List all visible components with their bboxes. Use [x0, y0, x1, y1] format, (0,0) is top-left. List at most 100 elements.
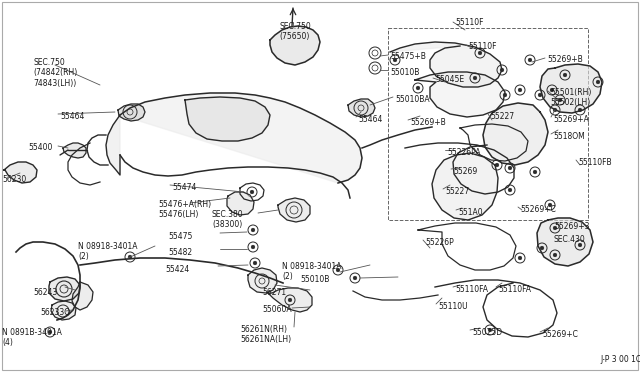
Text: 55025D: 55025D — [472, 328, 502, 337]
Polygon shape — [106, 115, 120, 175]
Bar — [388, 28, 588, 220]
Polygon shape — [63, 143, 86, 158]
Text: 55464: 55464 — [60, 112, 84, 121]
Circle shape — [553, 253, 557, 257]
Text: 55269+A: 55269+A — [553, 115, 589, 124]
Polygon shape — [51, 301, 76, 320]
Polygon shape — [415, 72, 505, 117]
Circle shape — [48, 330, 52, 334]
Text: 55400: 55400 — [28, 143, 52, 152]
Text: 55269+C: 55269+C — [542, 330, 578, 339]
Text: 55501(RH)
55502(LH): 55501(RH) 55502(LH) — [550, 88, 591, 108]
Circle shape — [473, 76, 477, 80]
Text: SEC.380
(38300): SEC.380 (38300) — [212, 210, 244, 230]
Circle shape — [393, 58, 397, 62]
Text: 55110FB: 55110FB — [578, 158, 612, 167]
Circle shape — [508, 188, 512, 192]
Circle shape — [500, 68, 504, 72]
Text: 55010BA: 55010BA — [395, 95, 429, 104]
Polygon shape — [278, 198, 310, 222]
Text: 55226PA: 55226PA — [447, 148, 481, 157]
Circle shape — [579, 108, 582, 112]
Text: SEC.430: SEC.430 — [554, 235, 586, 244]
Text: SEC.750
(74842(RH)
74843(LH)): SEC.750 (74842(RH) 74843(LH)) — [33, 58, 77, 88]
Text: 55110FA: 55110FA — [498, 285, 531, 294]
Circle shape — [533, 170, 537, 174]
Circle shape — [518, 256, 522, 260]
Polygon shape — [268, 288, 312, 312]
Polygon shape — [483, 103, 548, 165]
Circle shape — [558, 98, 562, 102]
Text: 55476+A(RH)
55476(LH): 55476+A(RH) 55476(LH) — [158, 200, 211, 219]
Text: 55110F: 55110F — [468, 42, 497, 51]
Circle shape — [416, 86, 420, 90]
Circle shape — [508, 166, 512, 170]
Polygon shape — [4, 162, 37, 183]
Text: 55475+B: 55475+B — [390, 52, 426, 61]
Circle shape — [336, 268, 340, 272]
Text: 55227: 55227 — [445, 187, 469, 196]
Circle shape — [518, 88, 522, 92]
Circle shape — [495, 163, 499, 167]
Circle shape — [128, 255, 132, 259]
Text: N 08918-3401A
(2): N 08918-3401A (2) — [78, 242, 138, 262]
Text: SEC.750
(75650): SEC.750 (75650) — [279, 22, 311, 41]
Circle shape — [550, 88, 554, 92]
Text: 55475: 55475 — [168, 232, 193, 241]
Text: N 0891B-3401A
(4): N 0891B-3401A (4) — [2, 328, 62, 347]
Circle shape — [528, 58, 532, 62]
Circle shape — [579, 243, 582, 247]
Text: 55045E: 55045E — [435, 75, 464, 84]
Text: 55110U: 55110U — [438, 302, 468, 311]
Text: 55010B: 55010B — [300, 275, 330, 284]
Text: 55110F: 55110F — [455, 18, 483, 27]
Text: 55269+3: 55269+3 — [554, 222, 589, 231]
Text: 55227: 55227 — [490, 112, 514, 121]
Circle shape — [353, 276, 356, 280]
Polygon shape — [248, 268, 277, 293]
Text: 55269+C: 55269+C — [520, 205, 556, 214]
Text: N 08918-3401A
(2): N 08918-3401A (2) — [282, 262, 342, 281]
Text: 55269: 55269 — [453, 167, 477, 176]
Circle shape — [503, 93, 507, 97]
Circle shape — [563, 73, 567, 77]
Text: 56233O: 56233O — [40, 308, 70, 317]
Circle shape — [488, 328, 492, 332]
Polygon shape — [540, 64, 602, 113]
Text: 55482: 55482 — [168, 248, 192, 257]
Text: 55060A: 55060A — [262, 305, 292, 314]
Text: 55464: 55464 — [358, 115, 382, 124]
Text: 56271: 56271 — [262, 288, 286, 297]
Polygon shape — [270, 26, 320, 65]
Text: 55269+B: 55269+B — [410, 118, 445, 127]
Circle shape — [478, 51, 482, 55]
Text: 55226P: 55226P — [425, 238, 454, 247]
Circle shape — [288, 298, 292, 302]
Polygon shape — [537, 218, 593, 266]
Text: 56261N(RH)
56261NA(LH): 56261N(RH) 56261NA(LH) — [240, 325, 291, 344]
Text: 55269+B: 55269+B — [547, 55, 583, 64]
Polygon shape — [118, 104, 145, 121]
Circle shape — [252, 245, 255, 249]
Circle shape — [553, 108, 557, 112]
Polygon shape — [390, 42, 502, 87]
Text: 5518OM: 5518OM — [553, 132, 585, 141]
Text: 55474: 55474 — [172, 183, 196, 192]
Text: 551A0: 551A0 — [458, 208, 483, 217]
Circle shape — [548, 203, 552, 207]
Text: 56243: 56243 — [33, 288, 57, 297]
Circle shape — [540, 246, 544, 250]
Polygon shape — [227, 192, 254, 215]
Circle shape — [252, 228, 255, 232]
Text: 55010B: 55010B — [390, 68, 419, 77]
Text: 56230: 56230 — [2, 175, 26, 184]
Circle shape — [553, 226, 557, 230]
Polygon shape — [49, 277, 80, 301]
Text: J-P 3 00 1C: J-P 3 00 1C — [600, 355, 640, 364]
Text: 55110FA: 55110FA — [455, 285, 488, 294]
Circle shape — [538, 93, 541, 97]
Circle shape — [253, 261, 257, 265]
Circle shape — [250, 190, 253, 194]
Polygon shape — [120, 93, 362, 183]
Polygon shape — [72, 282, 93, 310]
